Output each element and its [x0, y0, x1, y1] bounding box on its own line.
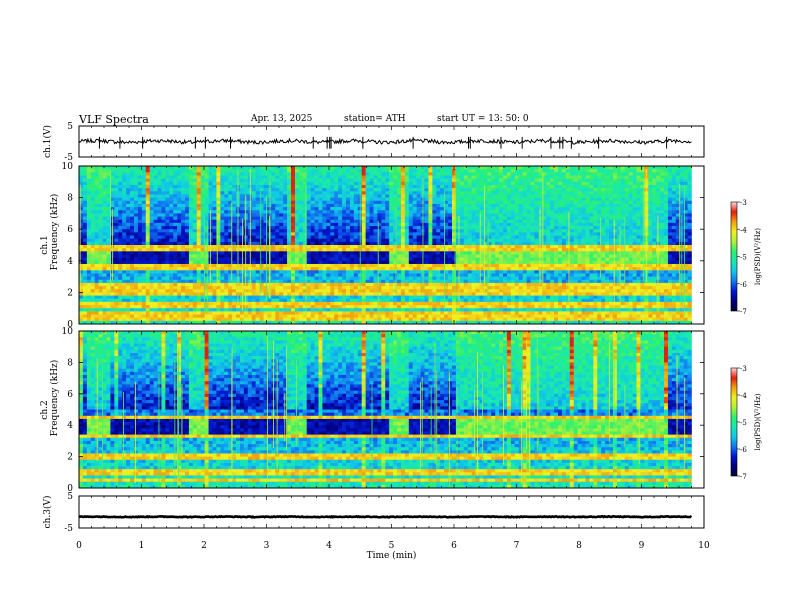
colorbar-ch1-tick-label: -4: [740, 226, 747, 234]
y-tick-label: 8: [67, 194, 73, 204]
y-tick-label: 2: [67, 288, 73, 298]
y-tick-label: 2: [67, 453, 73, 463]
y-tick-label: 10: [62, 162, 74, 172]
x-tick-label: 4: [326, 541, 332, 551]
colorbar-ch2-tick-label: -7: [740, 473, 747, 481]
colorbar-ch2-tick-label: -4: [740, 392, 747, 400]
x-tick-label: 0: [76, 541, 82, 551]
colorbar-ch1-tick-label: -7: [740, 308, 747, 316]
y-tick-label: 4: [67, 421, 73, 431]
x-tick-label: 9: [639, 541, 645, 551]
colorbar-ch2-tick-label: -5: [740, 419, 747, 427]
y-tick-label: 5: [67, 492, 73, 502]
x-tick-label: 8: [576, 541, 582, 551]
colorbar-ch1: [730, 201, 738, 312]
colorbar-ch1-tick-label: -6: [740, 281, 747, 289]
y-tick-label: 8: [67, 358, 73, 368]
ch2-spec-channel-label: ch.2: [40, 400, 50, 419]
y-tick-label: 6: [67, 390, 73, 400]
colorbar-ch1-tick-label: -3: [740, 199, 747, 207]
start-time-label: start UT = 13: 50: 0: [437, 114, 529, 124]
x-tick-label: 6: [451, 541, 457, 551]
ch1-y-label: ch.1(V): [42, 125, 53, 158]
ch2-spec-y-label: Frequency (kHz): [49, 360, 60, 437]
channel-1-waveform-trace: [79, 137, 692, 146]
y-tick-label: 10: [62, 327, 74, 337]
ch3-y-label: ch.3(V): [42, 496, 53, 529]
x-tick-label: 3: [264, 541, 270, 551]
spectrogram-ch1-image: [79, 166, 692, 325]
y-tick-label: 4: [67, 257, 73, 267]
colorbar-ch2-label: log(PSD)(V²/Hz): [754, 393, 762, 450]
x-tick-label: 10: [698, 541, 710, 551]
figure-title: VLF Spectra: [79, 113, 149, 126]
spectrogram-ch2-image: [79, 331, 692, 489]
channel-3-waveform-frame: [78, 495, 705, 529]
channel-3-waveform-trace: [79, 514, 693, 519]
x-tick-label: 1: [139, 541, 145, 551]
colorbar-ch2-tick-label: -3: [740, 365, 747, 373]
x-tick-label: 2: [201, 541, 207, 551]
y-tick-label: 5: [67, 122, 73, 132]
y-tick-label: 6: [67, 225, 73, 235]
ch1-spec-channel-label: ch.1: [40, 235, 50, 254]
x-axis-label: Time (min): [367, 550, 417, 561]
colorbar-ch2-tick-label: -6: [740, 446, 747, 454]
y-tick-label: 0: [67, 484, 73, 494]
x-tick-label: 7: [514, 541, 520, 551]
y-tick-label: -5: [64, 153, 73, 163]
colorbar-ch1-label: log(PSD)(V²/Hz): [754, 228, 762, 285]
ch1-spec-y-label: Frequency (kHz): [49, 194, 60, 271]
colorbar-ch2: [730, 367, 738, 477]
date-label: Apr. 13, 2025: [251, 114, 313, 124]
y-tick-label: -5: [64, 524, 73, 534]
station-label: station= ATH: [344, 114, 406, 124]
colorbar-ch1-tick-label: -5: [740, 254, 747, 262]
x-tick-label: 5: [389, 541, 395, 551]
y-tick-label: 0: [67, 320, 73, 330]
